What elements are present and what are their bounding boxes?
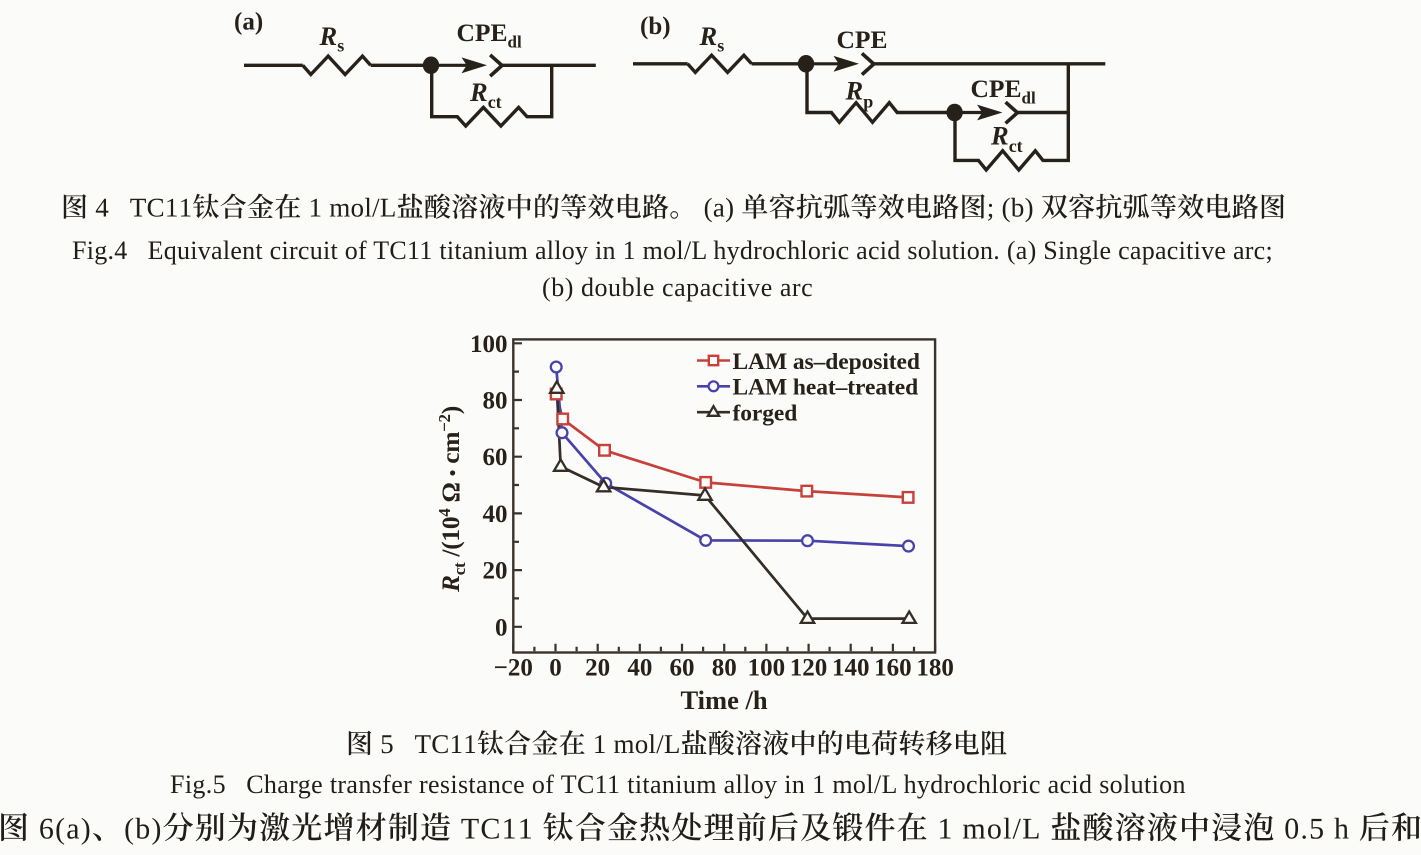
svg-text:CPEdl: CPEdl xyxy=(971,74,1036,108)
svg-text:120: 120 xyxy=(790,655,828,682)
svg-text:60: 60 xyxy=(483,444,508,471)
svg-text:LAM as–deposited: LAM as–deposited xyxy=(733,349,920,375)
svg-text:140: 140 xyxy=(832,655,870,682)
svg-text:Rct: Rct xyxy=(990,121,1023,157)
svg-text:0: 0 xyxy=(549,655,562,682)
svg-text:160: 160 xyxy=(874,655,912,682)
svg-text:(b): (b) xyxy=(640,13,671,40)
svg-text:20: 20 xyxy=(483,558,508,585)
svg-text:Rp: Rp xyxy=(845,76,874,112)
svg-text:Time /h: Time /h xyxy=(680,685,767,715)
svg-text:100: 100 xyxy=(470,331,508,358)
svg-text:180: 180 xyxy=(916,655,954,682)
svg-text:(a): (a) xyxy=(234,9,263,36)
svg-text:60: 60 xyxy=(670,655,695,682)
svg-text:100: 100 xyxy=(748,655,786,682)
svg-text:Rs: Rs xyxy=(699,21,725,56)
svg-text:Rct: Rct xyxy=(469,77,502,112)
svg-text:40: 40 xyxy=(627,655,652,682)
svg-text:80: 80 xyxy=(712,655,737,682)
svg-text:Rs: Rs xyxy=(319,21,345,56)
svg-text:LAM heat–treated: LAM heat–treated xyxy=(733,375,919,401)
svg-text:CPEdl: CPEdl xyxy=(457,18,522,52)
svg-text:forged: forged xyxy=(733,401,798,427)
svg-text:Rct /(104 Ω • cm−2): Rct /(104 Ω • cm−2) xyxy=(435,406,469,593)
svg-text:40: 40 xyxy=(483,501,508,528)
svg-text:80: 80 xyxy=(483,388,508,415)
svg-text:20: 20 xyxy=(585,655,610,682)
svg-text:0: 0 xyxy=(495,614,508,641)
svg-text:−20: −20 xyxy=(494,655,533,682)
svg-text:CPE: CPE xyxy=(837,25,888,54)
